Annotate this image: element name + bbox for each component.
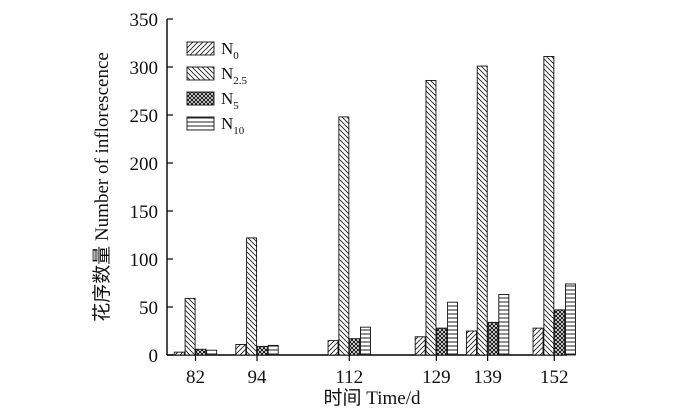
legend-swatch-N5: [186, 91, 215, 106]
bar-N10-112: [360, 326, 371, 356]
bar-N2-5-94: [246, 237, 258, 356]
bar-N10-152: [565, 283, 576, 356]
bar-N2-5-129: [425, 79, 437, 356]
y-tick-label: 200: [130, 154, 159, 175]
y-tick-label: 50: [139, 298, 158, 319]
bar-N0-152: [532, 327, 544, 356]
bar-N0-112: [327, 340, 339, 356]
bar-N0-139: [465, 330, 477, 356]
legend-label-N10: N10: [221, 114, 245, 137]
y-tick-label: 0: [149, 346, 159, 367]
bar-N2-5-152: [543, 55, 555, 356]
bar-N5-94: [256, 345, 268, 356]
x-tick-label: 82: [186, 367, 205, 388]
bar-N10-82: [206, 349, 218, 356]
bar-N10-94: [267, 344, 279, 356]
bar-N0-94: [235, 343, 247, 356]
y-tick-label: 300: [130, 58, 159, 79]
y-axis-title: 花序数量 Number of inflorescence: [91, 52, 113, 322]
bar-N5-112: [349, 338, 361, 356]
y-ticks: 0 50 100 150 200 250 300 350: [130, 10, 173, 367]
bar-N10-129: [447, 301, 459, 356]
x-axis-title: 时间 Time/d: [324, 387, 421, 409]
legend-label-N5: N5: [221, 89, 239, 112]
bar-N2-5-139: [476, 65, 488, 356]
y-tick-label: 250: [130, 106, 159, 127]
bars: [173, 55, 576, 356]
y-tick-label: 100: [130, 250, 159, 271]
legend-label-N2-5: N2.5: [221, 64, 248, 87]
bar-N2-5-112: [338, 116, 350, 356]
legend-swatch-N2-5: [186, 66, 215, 81]
legend-label-N0: N0: [221, 39, 239, 62]
bar-N2-5-82: [184, 297, 196, 356]
bar-N5-152: [554, 309, 566, 356]
bar-N5-129: [436, 327, 448, 356]
x-tick-label: 139: [473, 367, 502, 388]
x-tick-label: 112: [335, 367, 363, 388]
bar-N0-129: [414, 336, 426, 356]
x-ticks: 82 94 112 129 139 152: [186, 355, 569, 388]
bar-N5-82: [195, 348, 207, 356]
bar-N5-139: [487, 321, 499, 356]
legend-swatch-N0: [186, 41, 215, 56]
x-tick-label: 152: [540, 367, 569, 388]
y-tick-label: 350: [130, 10, 159, 31]
bar-N0-82: [173, 351, 185, 356]
x-tick-label: 129: [422, 367, 451, 388]
legend-swatch-N10: [186, 116, 215, 131]
x-tick-label: 94: [248, 367, 268, 388]
y-tick-label: 150: [130, 202, 159, 223]
bar-N10-139: [498, 294, 510, 356]
